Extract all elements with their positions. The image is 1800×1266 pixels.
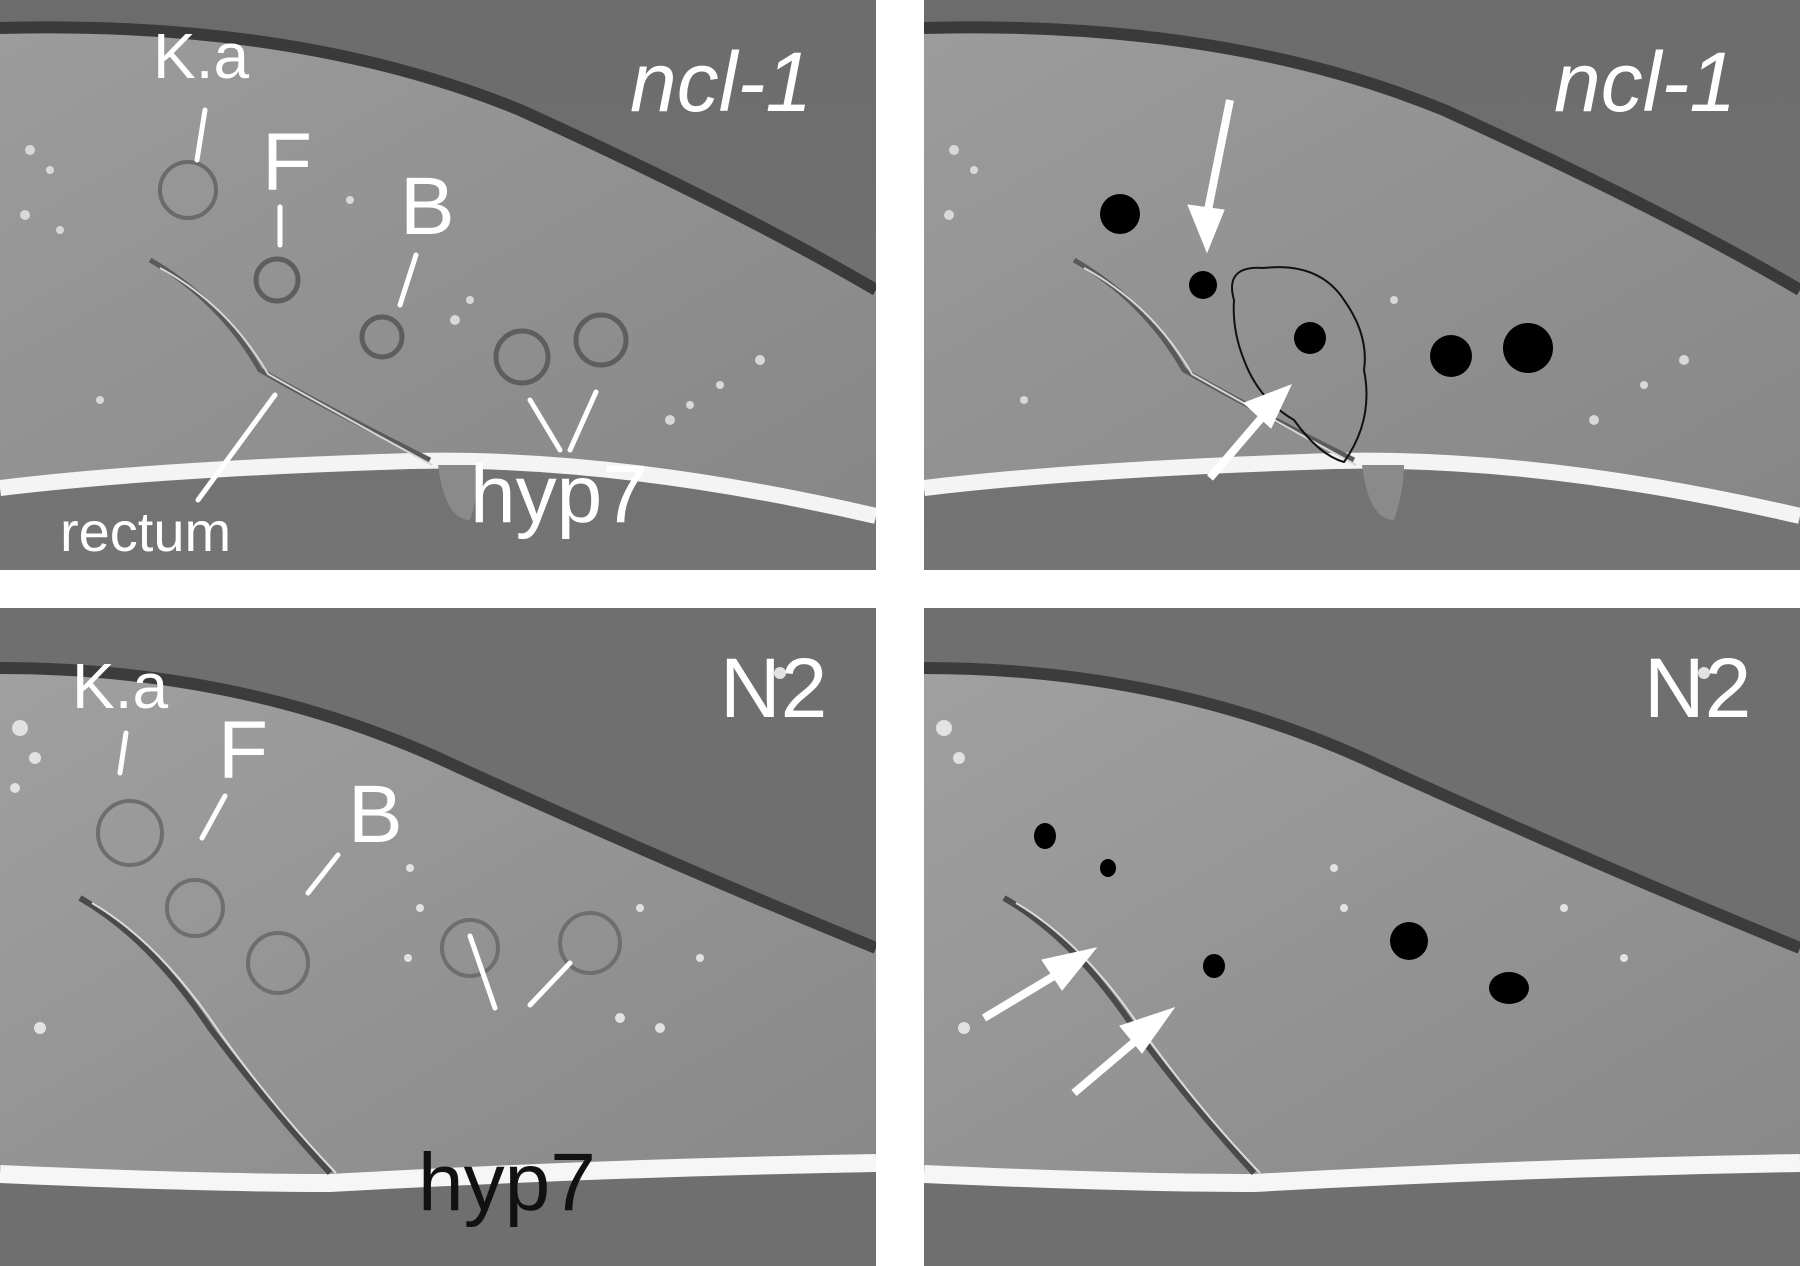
arrow-icon <box>1206 384 1292 481</box>
micrograph-ncl1-marked <box>924 0 1800 570</box>
arrow-icon <box>1187 99 1234 254</box>
nucleolus-dot <box>1489 972 1529 1004</box>
nucleolus-dot <box>1034 823 1056 849</box>
panel-n2-labeled: N2 K.a F B hyp7 <box>0 608 876 1266</box>
panel-ncl1-marked: ncl-1 <box>924 0 1800 570</box>
nucleolus-dot <box>1100 194 1140 234</box>
strain-label: ncl-1 <box>630 35 813 129</box>
nucleus-f <box>253 256 301 304</box>
micrograph-ncl1-labeled <box>0 0 876 570</box>
nucleus-hyp7-b <box>573 312 629 368</box>
cell-outline <box>1231 266 1368 464</box>
nucleolus-dot <box>1203 954 1225 978</box>
arrow-icon <box>981 947 1098 1022</box>
label-ka: K.a <box>72 650 169 722</box>
nucleus-hyp7-a <box>493 328 551 386</box>
micrograph-n2-labeled <box>0 608 876 1266</box>
label-hyp7: hyp7 <box>418 1137 596 1228</box>
panel-ncl1-labeled: ncl-1 K.a F B rectum hyp7 <box>0 0 876 570</box>
nucleolus-dot <box>1390 922 1428 960</box>
nucleolus-dot <box>1503 323 1553 373</box>
nucleus-b <box>359 314 405 360</box>
label-f: F <box>218 705 269 796</box>
label-ka: K.a <box>153 20 250 92</box>
label-b: B <box>400 161 455 252</box>
label-b: B <box>348 769 403 860</box>
label-hyp7: hyp7 <box>470 449 648 540</box>
nucleolus-dot <box>1100 859 1116 877</box>
label-rectum: rectum <box>60 500 232 563</box>
strain-label: N2 <box>1644 641 1752 735</box>
label-f: F <box>262 117 313 208</box>
nucleolus-dot <box>1430 335 1472 377</box>
panel-n2-marked: N2 <box>924 608 1800 1266</box>
nucleus-ka <box>158 160 218 220</box>
micrograph-n2-marked <box>924 608 1800 1266</box>
strain-label: N2 <box>720 641 828 735</box>
strain-label: ncl-1 <box>1554 35 1737 129</box>
nucleolus-dot <box>1294 322 1326 354</box>
arrow-icon <box>1071 1007 1176 1097</box>
nucleolus-dot <box>1189 271 1217 299</box>
